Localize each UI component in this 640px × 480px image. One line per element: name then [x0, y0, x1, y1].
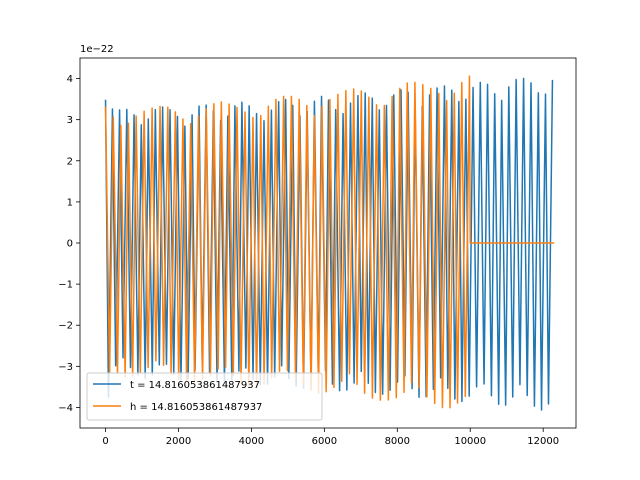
y-offset-label: 1e−22 — [80, 44, 114, 55]
y-tick-label: 2 — [67, 156, 73, 167]
x-tick-label: 10000 — [454, 436, 486, 447]
legend-label-t: t = 14.816053861487937 — [130, 380, 260, 391]
legend: t = 14.816053861487937 h = 14.8160538614… — [86, 372, 323, 421]
x-tick-label: 6000 — [312, 436, 337, 447]
y-tick-label: −3 — [58, 362, 73, 373]
series-line-h — [104, 75, 555, 409]
y-tick-label: −1 — [58, 280, 73, 291]
x-tick-label: 2000 — [166, 436, 191, 447]
y-tick-label: −4 — [58, 403, 73, 414]
y-tick-label: 1 — [67, 197, 73, 208]
y-tick-label: 4 — [67, 74, 73, 85]
y-tick-label: 3 — [67, 115, 73, 126]
x-tick-label: 4000 — [239, 436, 264, 447]
y-tick-label: −2 — [58, 321, 73, 332]
plot-area — [104, 75, 555, 411]
legend-box — [86, 372, 323, 421]
x-tick-label: 0 — [102, 436, 108, 447]
y-tick-label: 0 — [67, 239, 73, 250]
legend-label-h: h = 14.816053861487937 — [130, 402, 262, 413]
x-tick-label: 8000 — [385, 436, 410, 447]
x-tick-label: 12000 — [527, 436, 559, 447]
